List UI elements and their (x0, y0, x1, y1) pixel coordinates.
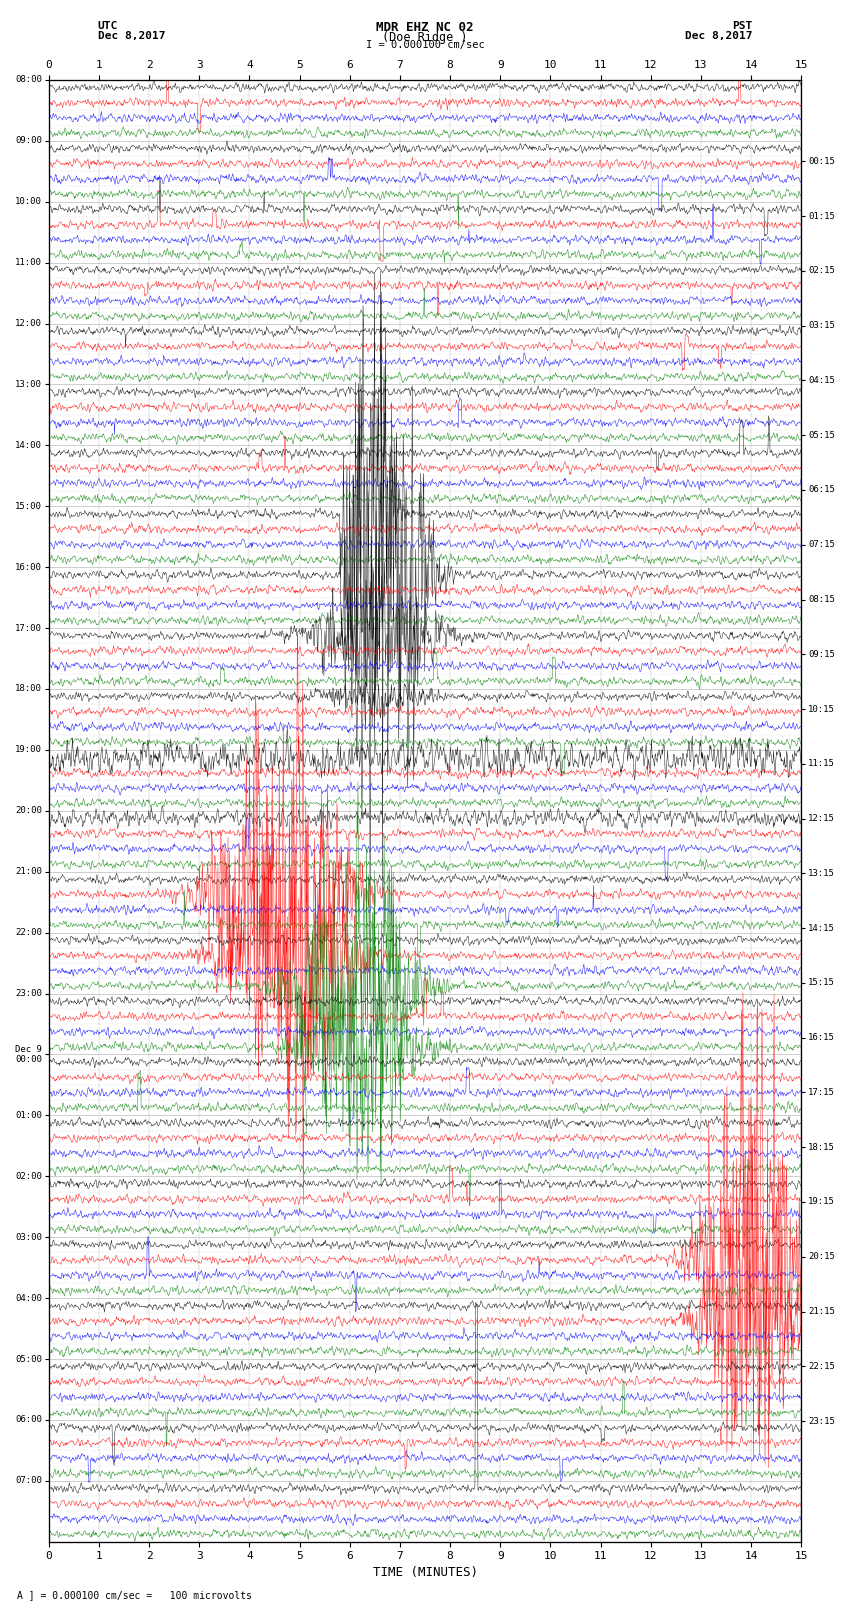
Text: A ] = 0.000100 cm/sec =   100 microvolts: A ] = 0.000100 cm/sec = 100 microvolts (17, 1590, 252, 1600)
Text: Dec 8,2017: Dec 8,2017 (685, 31, 752, 40)
X-axis label: TIME (MINUTES): TIME (MINUTES) (372, 1566, 478, 1579)
Text: (Doe Ridge ): (Doe Ridge ) (382, 31, 468, 44)
Text: I = 0.000100 cm/sec: I = 0.000100 cm/sec (366, 40, 484, 50)
Text: Dec 8,2017: Dec 8,2017 (98, 31, 165, 40)
Text: PST: PST (732, 21, 752, 31)
Text: UTC: UTC (98, 21, 118, 31)
Text: MDR EHZ NC 02: MDR EHZ NC 02 (377, 21, 473, 34)
